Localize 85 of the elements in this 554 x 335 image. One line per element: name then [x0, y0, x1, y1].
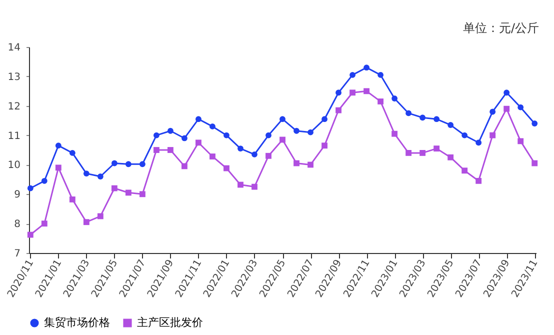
y-tick-label: 9 — [14, 190, 20, 201]
point — [27, 232, 34, 238]
point — [97, 213, 104, 220]
y-tick-label: 14 — [8, 42, 20, 54]
point — [490, 108, 496, 115]
point — [504, 106, 510, 112]
point — [238, 182, 244, 188]
text: 单位：元/公斤 — [462, 21, 539, 35]
point — [83, 219, 90, 226]
point — [294, 160, 300, 166]
point — [420, 114, 426, 121]
point — [490, 132, 496, 138]
point — [336, 90, 342, 96]
point — [350, 90, 356, 96]
y-tick-label: 11 — [8, 130, 20, 142]
point — [55, 142, 62, 149]
point — [308, 129, 314, 136]
y-tick-label: 8 — [14, 219, 20, 230]
point — [97, 174, 104, 180]
point — [364, 88, 370, 94]
point — [224, 132, 230, 138]
point — [55, 164, 62, 171]
point — [294, 128, 300, 134]
point — [196, 140, 202, 146]
point — [378, 72, 384, 78]
point — [210, 124, 216, 130]
point — [266, 152, 272, 159]
point — [125, 190, 132, 196]
point — [252, 184, 258, 190]
point — [139, 161, 146, 168]
point — [168, 128, 174, 134]
point — [434, 116, 440, 122]
point — [280, 116, 286, 122]
point — [266, 132, 272, 138]
point — [182, 163, 188, 170]
point — [308, 162, 314, 168]
y-tick-label: 7 — [14, 248, 20, 260]
legend-label: 集贸市场价格 — [44, 316, 110, 329]
point — [41, 220, 48, 227]
point — [406, 110, 412, 116]
point — [532, 120, 538, 126]
point — [518, 104, 524, 110]
point — [420, 150, 426, 156]
legend-label: 主产区批发价 — [137, 316, 203, 329]
point — [322, 116, 328, 122]
point — [532, 160, 538, 166]
point — [392, 96, 398, 102]
point — [462, 132, 468, 138]
point — [125, 161, 132, 168]
y-tick-label: 10 — [8, 160, 20, 172]
point — [153, 147, 160, 153]
point — [210, 154, 216, 160]
point — [280, 136, 286, 143]
point — [41, 178, 48, 184]
point — [448, 122, 454, 128]
point — [153, 132, 160, 138]
point — [139, 191, 146, 198]
point — [392, 130, 398, 137]
point — [83, 170, 90, 176]
point — [168, 147, 174, 153]
point — [378, 98, 384, 104]
point — [111, 160, 118, 166]
point — [350, 72, 356, 78]
point — [476, 178, 482, 184]
point — [322, 142, 328, 149]
point — [27, 185, 34, 192]
point — [238, 146, 244, 152]
point — [182, 135, 188, 142]
y-tick-label: 12 — [8, 101, 20, 112]
point — [434, 146, 440, 152]
point — [252, 151, 258, 158]
point — [69, 150, 76, 156]
point — [111, 185, 118, 192]
point — [476, 140, 482, 146]
point — [504, 90, 510, 96]
point — [406, 150, 412, 156]
point — [336, 107, 342, 114]
y-tick-label: 13 — [8, 72, 20, 83]
point — [462, 168, 468, 174]
point — [448, 154, 454, 160]
point — [224, 165, 230, 172]
point — [196, 116, 202, 122]
point — [69, 196, 76, 202]
point — [364, 64, 370, 71]
point — [518, 138, 524, 144]
